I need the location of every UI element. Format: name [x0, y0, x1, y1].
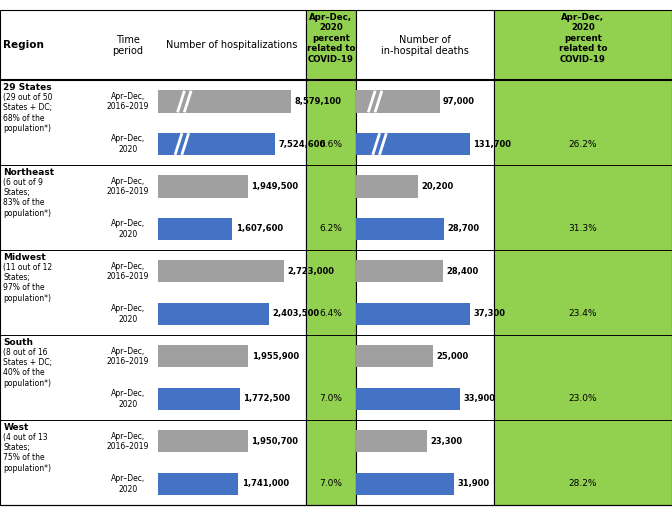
- Text: 31,900: 31,900: [457, 479, 489, 488]
- FancyBboxPatch shape: [356, 261, 443, 282]
- Text: Apr–Dec,
2020
percent
related to
COVID-19: Apr–Dec, 2020 percent related to COVID-1…: [306, 13, 355, 64]
- Text: 2,723,000: 2,723,000: [287, 267, 334, 276]
- Text: 28,700: 28,700: [448, 224, 480, 234]
- Text: Apr–Dec,
2020: Apr–Dec, 2020: [111, 219, 144, 239]
- Text: 6.2%: 6.2%: [319, 224, 343, 234]
- Text: 7,524,600: 7,524,600: [278, 139, 326, 149]
- Text: 25,000: 25,000: [436, 352, 468, 361]
- Text: 6.6%: 6.6%: [319, 139, 343, 149]
- FancyBboxPatch shape: [356, 218, 444, 240]
- Text: Northeast: Northeast: [3, 168, 54, 177]
- FancyBboxPatch shape: [356, 346, 433, 367]
- Text: Apr–Dec,
2016–2019: Apr–Dec, 2016–2019: [106, 347, 149, 366]
- Text: 33,900: 33,900: [463, 394, 495, 404]
- Text: 23.0%: 23.0%: [569, 394, 597, 404]
- Text: 31.3%: 31.3%: [569, 224, 597, 234]
- FancyBboxPatch shape: [158, 303, 269, 325]
- Text: Apr–Dec,
2020: Apr–Dec, 2020: [111, 304, 144, 324]
- Text: 2,403,500: 2,403,500: [272, 309, 319, 319]
- Text: 97,000: 97,000: [443, 97, 475, 106]
- Text: Apr–Dec,
2020: Apr–Dec, 2020: [111, 389, 144, 409]
- Text: Number of hospitalizations: Number of hospitalizations: [166, 40, 298, 50]
- FancyBboxPatch shape: [158, 176, 248, 197]
- Text: 29 States: 29 States: [3, 83, 52, 92]
- FancyBboxPatch shape: [158, 133, 275, 155]
- Text: Apr–Dec,
2016–2019: Apr–Dec, 2016–2019: [106, 177, 149, 196]
- FancyBboxPatch shape: [356, 133, 470, 155]
- Text: 37,300: 37,300: [474, 309, 506, 319]
- Text: 1,607,600: 1,607,600: [236, 224, 283, 234]
- FancyBboxPatch shape: [158, 430, 248, 452]
- Text: (4 out of 13
States;
75% of the
population*): (4 out of 13 States; 75% of the populati…: [3, 433, 51, 473]
- Text: 20,200: 20,200: [421, 182, 454, 191]
- Text: Midwest: Midwest: [3, 253, 46, 262]
- Text: Apr–Dec,
2016–2019: Apr–Dec, 2016–2019: [106, 262, 149, 281]
- Text: Apr–Dec,
2020: Apr–Dec, 2020: [111, 134, 144, 154]
- FancyBboxPatch shape: [158, 346, 248, 367]
- FancyBboxPatch shape: [356, 91, 439, 112]
- Text: Apr–Dec,
2020: Apr–Dec, 2020: [111, 474, 144, 494]
- FancyBboxPatch shape: [356, 176, 418, 197]
- Text: 26.2%: 26.2%: [569, 139, 597, 149]
- Text: Apr–Dec,
2016–2019: Apr–Dec, 2016–2019: [106, 92, 149, 111]
- Text: 28,400: 28,400: [446, 267, 478, 276]
- Text: (11 out of 12
States;
97% of the
population*): (11 out of 12 States; 97% of the populat…: [3, 263, 52, 303]
- Text: 1,741,000: 1,741,000: [242, 479, 289, 488]
- Text: 8,579,100: 8,579,100: [295, 97, 342, 106]
- Text: Region: Region: [3, 40, 44, 50]
- FancyBboxPatch shape: [158, 91, 292, 112]
- FancyBboxPatch shape: [494, 10, 672, 505]
- Text: 1,955,900: 1,955,900: [251, 352, 299, 361]
- Text: South: South: [3, 338, 34, 347]
- FancyBboxPatch shape: [158, 388, 240, 410]
- Text: Number of
in-hospital deaths: Number of in-hospital deaths: [381, 35, 469, 56]
- Text: (8 out of 16
States + DC;
40% of the
population*): (8 out of 16 States + DC; 40% of the pop…: [3, 348, 52, 388]
- FancyBboxPatch shape: [158, 218, 233, 240]
- Text: 1,950,700: 1,950,700: [251, 437, 298, 446]
- Text: (6 out of 9
States;
83% of the
population*): (6 out of 9 States; 83% of the populatio…: [3, 178, 51, 218]
- FancyBboxPatch shape: [158, 261, 284, 282]
- Text: 1,772,500: 1,772,500: [243, 394, 290, 404]
- FancyBboxPatch shape: [356, 430, 427, 452]
- Text: 7.0%: 7.0%: [319, 394, 343, 404]
- FancyBboxPatch shape: [306, 10, 356, 505]
- Text: 23,300: 23,300: [431, 437, 463, 446]
- Text: 1,949,500: 1,949,500: [251, 182, 298, 191]
- FancyBboxPatch shape: [356, 388, 460, 410]
- FancyBboxPatch shape: [356, 10, 494, 505]
- Text: (29 out of 50
States + DC;
68% of the
population*): (29 out of 50 States + DC; 68% of the po…: [3, 93, 53, 133]
- Text: 23.4%: 23.4%: [569, 309, 597, 319]
- FancyBboxPatch shape: [0, 10, 306, 505]
- Text: West: West: [3, 423, 29, 432]
- Text: 7.0%: 7.0%: [319, 479, 343, 488]
- FancyBboxPatch shape: [158, 473, 239, 495]
- Text: 6.4%: 6.4%: [319, 309, 343, 319]
- Text: 28.2%: 28.2%: [569, 479, 597, 488]
- FancyBboxPatch shape: [356, 303, 470, 325]
- FancyBboxPatch shape: [356, 473, 454, 495]
- Text: Apr–Dec,
2016–2019: Apr–Dec, 2016–2019: [106, 431, 149, 451]
- Text: Time
period: Time period: [112, 35, 143, 56]
- Text: Apr–Dec,
2020
percent
related to
COVID-19: Apr–Dec, 2020 percent related to COVID-1…: [558, 13, 607, 64]
- Text: 131,700: 131,700: [473, 139, 511, 149]
